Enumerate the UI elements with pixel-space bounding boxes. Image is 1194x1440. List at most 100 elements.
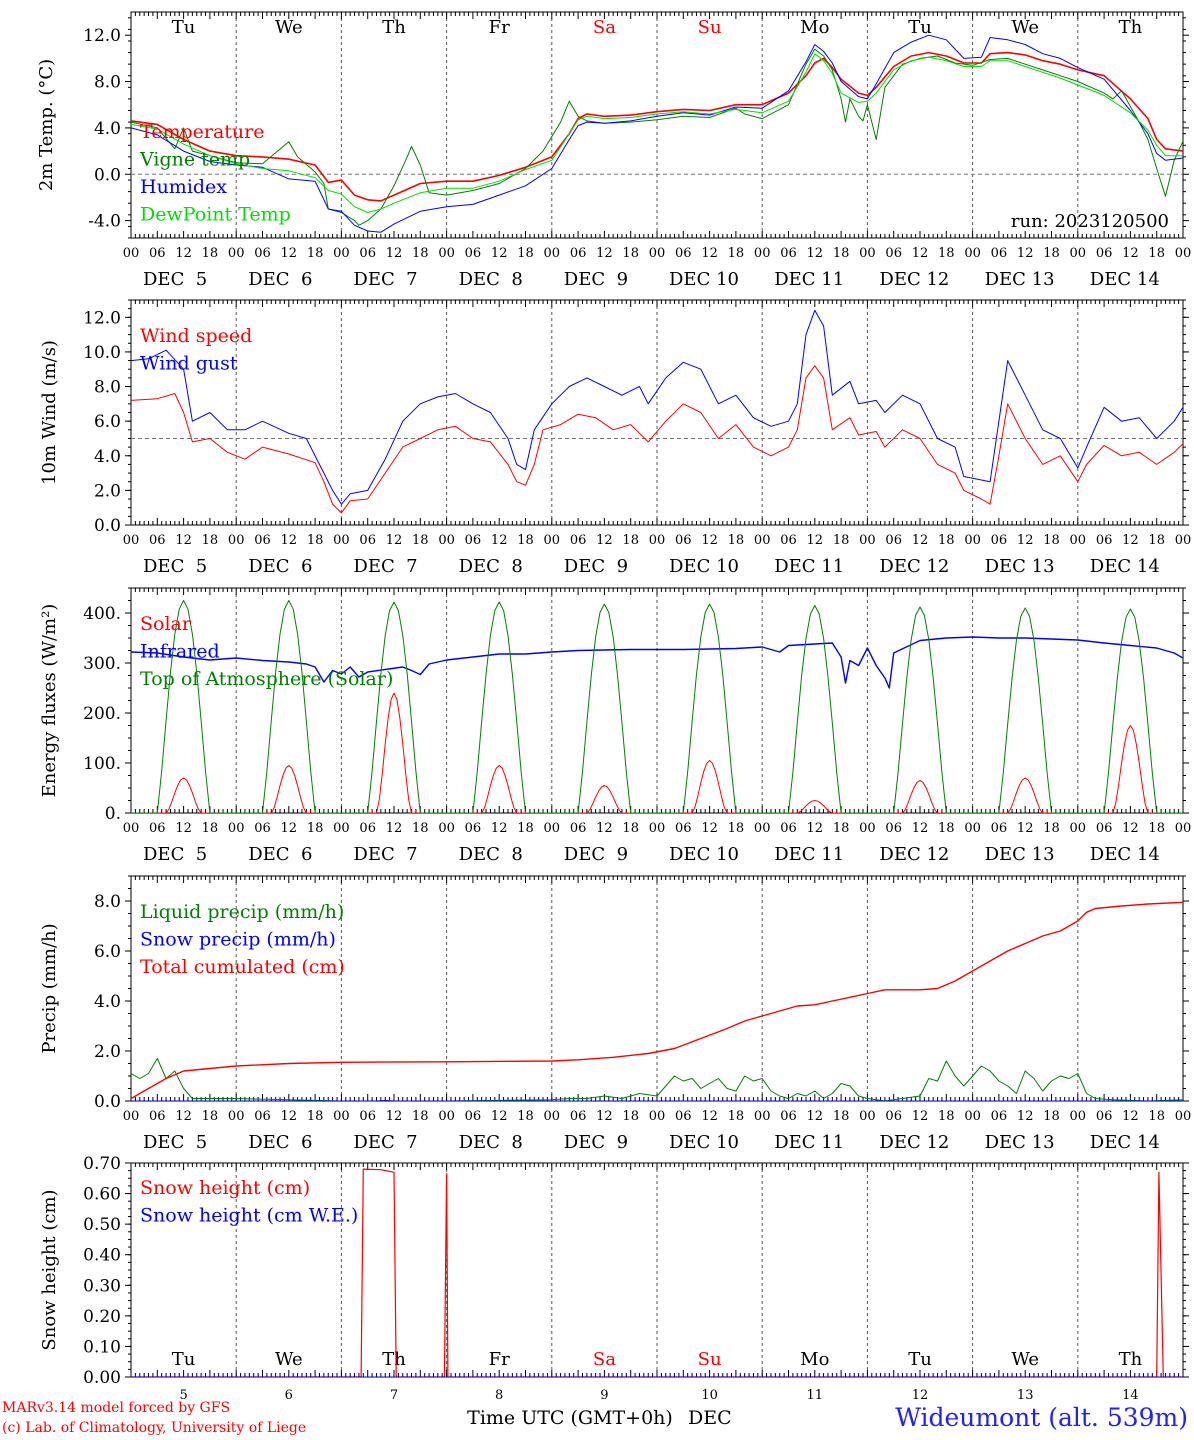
weekday-label: We	[1011, 17, 1039, 38]
series-line-liquid-precip-mm-h	[131, 1058, 1183, 1101]
date-label: DEC 7	[353, 844, 417, 865]
hour-tick-label: 12	[281, 533, 298, 548]
series-line-snow-height-cm	[131, 1168, 1183, 1377]
hour-tick-label: 00	[438, 1109, 455, 1124]
hour-tick-label: 00	[544, 533, 561, 548]
weekday-label: Tu	[908, 1349, 932, 1370]
hour-tick-label: 00	[438, 246, 455, 261]
legend-entry: Infrared	[140, 641, 220, 663]
hour-tick-label: 12	[491, 1109, 508, 1124]
hour-tick-label: 18	[622, 533, 639, 548]
date-label: DEC 14	[1090, 1132, 1160, 1153]
hour-tick-label: 00	[333, 533, 350, 548]
series-line-top-of-atmosphere-solar	[131, 600, 1183, 813]
hour-tick-label: 00	[859, 1109, 876, 1124]
hour-tick-label: 00	[123, 246, 140, 261]
date-label: DEC 7	[353, 1132, 417, 1153]
y-tick-label: 0.20	[83, 1307, 121, 1327]
hour-tick-label: 18	[1043, 533, 1060, 548]
hour-tick-label: 00	[859, 533, 876, 548]
hour-tick-label: 12	[807, 821, 824, 836]
series-line-dewpoint-temp	[131, 53, 1183, 213]
y-tick-label: 0.60	[83, 1185, 121, 1205]
day-number-label: 13	[1017, 1388, 1034, 1403]
series-line-wind-gust	[131, 309, 1183, 505]
weekday-label: Th	[382, 1349, 406, 1370]
date-label: DEC 5	[143, 556, 207, 577]
legend-entry: Solar	[140, 613, 192, 635]
day-number-label: 9	[600, 1388, 608, 1403]
weekday-label: Su	[698, 17, 722, 38]
series-line-temperature	[131, 51, 1183, 202]
series-line-infrared	[131, 636, 1183, 689]
hour-tick-label: 06	[991, 533, 1008, 548]
hour-tick-label: 12	[1017, 533, 1034, 548]
legend-entry: Top of Atmosphere (Solar)	[140, 668, 393, 690]
hour-tick-label: 12	[1122, 533, 1139, 548]
hour-tick-label: 12	[386, 1109, 403, 1124]
y-tick-label: 400.	[83, 604, 121, 624]
hour-tick-label: 00	[544, 1109, 561, 1124]
hour-tick-label: 18	[622, 1109, 639, 1124]
hour-tick-label: 06	[149, 1109, 166, 1124]
hour-tick-label: 06	[675, 533, 692, 548]
hour-tick-label: 12	[701, 533, 718, 548]
y-tick-label: 100.	[83, 754, 121, 774]
hour-tick-label: 12	[386, 821, 403, 836]
weekday-label: Th	[382, 17, 406, 38]
hour-tick-label: 06	[254, 533, 271, 548]
hour-tick-label: 18	[202, 821, 219, 836]
date-label: DEC 11	[774, 1132, 844, 1153]
hour-tick-label: 00	[123, 821, 140, 836]
date-label: DEC 5	[143, 269, 207, 290]
hour-tick-label: 06	[885, 533, 902, 548]
y-tick-label: 10.0	[83, 343, 121, 363]
y-axis-label: Energy fluxes (W/m²)	[39, 604, 60, 798]
y-tick-label: 0.0	[94, 165, 121, 185]
y-tick-label: 4.0	[94, 119, 121, 139]
date-label: DEC 13	[985, 556, 1055, 577]
weekday-label: Tu	[172, 17, 196, 38]
hour-tick-label: 12	[1017, 821, 1034, 836]
hour-tick-label: 18	[1043, 1109, 1060, 1124]
legend-entry: Total cumulated (cm)	[140, 956, 345, 978]
hour-tick-label: 18	[202, 246, 219, 261]
hour-tick-label: 00	[228, 821, 245, 836]
y-tick-label: 4.0	[94, 992, 121, 1012]
hour-tick-label: 00	[859, 246, 876, 261]
y-tick-label: 0.50	[83, 1215, 121, 1235]
x-axis-label: Time UTC (GMT+0h)	[467, 1407, 673, 1429]
hour-tick-label: 00	[649, 1109, 666, 1124]
y-axis-label: 10m Wind (m/s)	[39, 340, 60, 485]
hour-tick-label: 12	[1122, 246, 1139, 261]
date-label: DEC 5	[143, 1132, 207, 1153]
y-tick-label: 6.0	[94, 412, 121, 432]
hour-tick-label: 12	[912, 246, 929, 261]
y-tick-label: 0.40	[83, 1246, 121, 1266]
hour-tick-label: 00	[649, 246, 666, 261]
hour-tick-label: 18	[517, 533, 534, 548]
series-group	[131, 309, 1183, 514]
series-group	[131, 34, 1183, 233]
y-tick-label: 0.00	[83, 1368, 121, 1388]
hour-tick-label: 06	[1096, 533, 1113, 548]
day-number-label: 14	[1122, 1388, 1139, 1403]
hour-tick-label: 00	[1175, 246, 1192, 261]
day-number-label: 5	[179, 1388, 187, 1403]
model-credit: MARv3.14 model forced by GFS	[2, 1400, 231, 1416]
hour-tick-label: 06	[359, 821, 376, 836]
y-tick-label: 0.10	[83, 1337, 121, 1357]
day-number-label: 11	[807, 1388, 824, 1403]
hour-tick-label: 06	[991, 246, 1008, 261]
hour-tick-label: 12	[491, 533, 508, 548]
hour-tick-label: 12	[386, 533, 403, 548]
y-tick-label: 12.0	[83, 308, 121, 328]
hour-tick-label: 18	[833, 533, 850, 548]
date-label: DEC 14	[1090, 556, 1160, 577]
date-label: DEC 13	[985, 269, 1055, 290]
month-label: DEC	[688, 1407, 732, 1429]
hour-tick-label: 06	[885, 1109, 902, 1124]
day-number-label: 10	[701, 1388, 718, 1403]
hour-tick-label: 18	[412, 821, 429, 836]
y-tick-label: 200.	[83, 704, 121, 724]
